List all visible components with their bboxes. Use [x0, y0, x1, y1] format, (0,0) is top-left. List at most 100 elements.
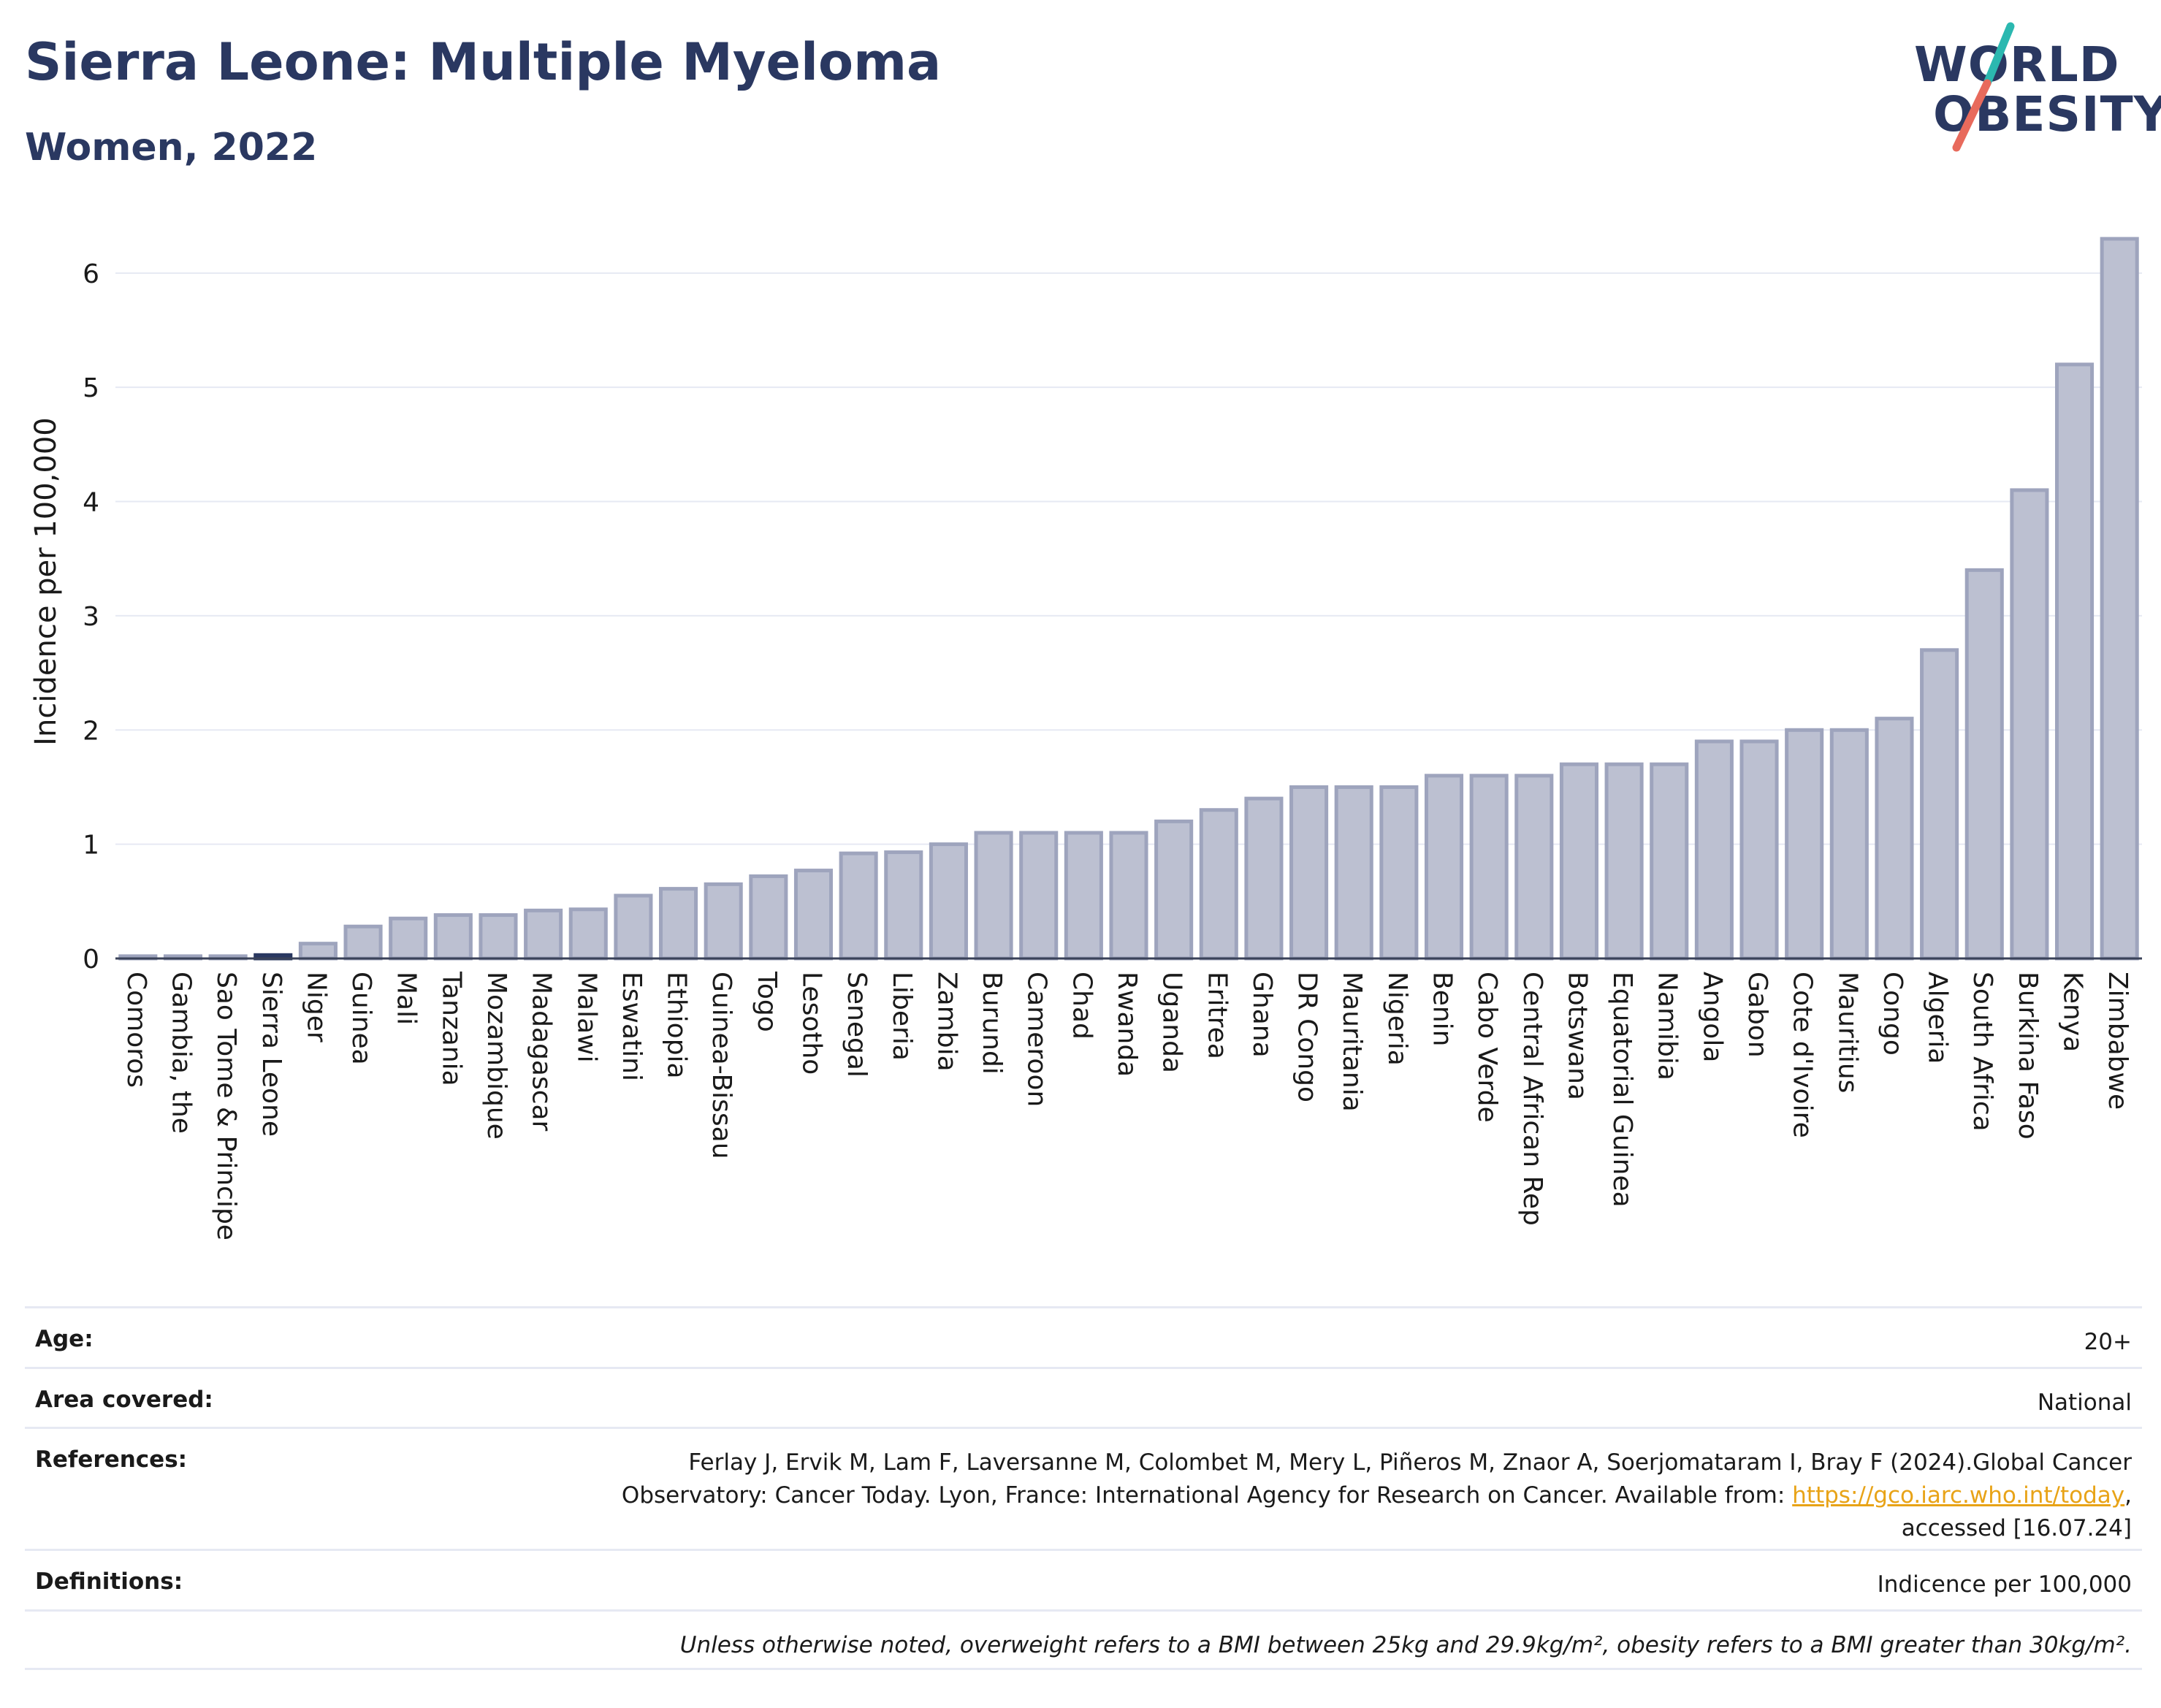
- x-tick-label: Mauritania: [1337, 972, 1367, 1112]
- references-line-3: accessed [16.07.24]: [1901, 1514, 2132, 1541]
- references-label: References:: [35, 1446, 188, 1473]
- x-tick-label: Sao Tome & Principe: [211, 972, 241, 1240]
- bar-zambia: [929, 842, 968, 961]
- bar-ethiopia: [659, 887, 698, 961]
- x-tick-label: Malawi: [571, 972, 601, 1063]
- x-tick-label: Nigeria: [1382, 972, 1412, 1066]
- x-tick-label: Ghana: [1247, 972, 1277, 1058]
- x-tick-label: Tanzania: [436, 971, 466, 1086]
- x-tick-label: South Africa: [1967, 972, 1997, 1132]
- bar-eswatini: [614, 893, 653, 961]
- bar-namibia: [1650, 762, 1689, 961]
- bar-cabo-verde: [1469, 774, 1509, 961]
- x-tick-label: Comoros: [121, 972, 151, 1088]
- bar-ghana: [1244, 796, 1284, 961]
- x-tick-label: Eswatini: [617, 972, 647, 1081]
- x-tick-label: Eritrea: [1202, 972, 1232, 1059]
- logo-slash-icon: [1952, 22, 2015, 152]
- x-axis-ticks: Comoros Gambia, the Sao Tome & Principe Sie…: [121, 971, 2133, 1240]
- bar-congo: [1875, 717, 1914, 961]
- references-line-2-end: ,: [2124, 1482, 2132, 1509]
- x-tick-label: Gambia, the: [166, 972, 196, 1134]
- x-tick-label: Burundi: [977, 972, 1007, 1075]
- chart-title: Sierra Leone: Multiple Myeloma: [25, 32, 942, 92]
- y-axis-ticks: 0 1 2 3 4 5 6: [83, 259, 99, 975]
- bar-malawi: [568, 907, 608, 961]
- x-tick-label: Mali: [392, 972, 422, 1025]
- x-tick-label: Algeria: [1923, 972, 1953, 1064]
- x-tick-label: Burkina Faso: [2013, 972, 2043, 1140]
- x-tick-label: Sierra Leone: [256, 972, 286, 1137]
- bar-burundi: [974, 831, 1013, 961]
- y-tick-label: 3: [83, 602, 99, 632]
- x-tick-label: Chad: [1067, 972, 1097, 1040]
- x-tick-label: Cabo Verde: [1472, 972, 1502, 1123]
- bar-tanzania: [433, 913, 473, 961]
- y-tick-label: 4: [83, 488, 99, 518]
- bar-togo: [749, 874, 788, 961]
- references-line-2: Observatory: Cancer Today. Lyon, France:…: [621, 1482, 1793, 1509]
- metadata-table: Age: 20+ Area covered: National Referenc…: [25, 1306, 2142, 1670]
- y-axis-label: Incidence per 100,000: [29, 417, 63, 746]
- bar-madagascar: [524, 908, 563, 961]
- bar-central-african-rep: [1514, 774, 1554, 961]
- meta-row-age: Age: 20+: [25, 1306, 2142, 1367]
- bar-niger: [298, 942, 338, 961]
- bar-chad: [1064, 831, 1103, 961]
- bar-burkina-faso: [2010, 488, 2049, 961]
- x-tick-label: Namibia: [1653, 972, 1682, 1080]
- bar-dr-congo: [1289, 785, 1329, 961]
- bar-senegal: [839, 851, 878, 961]
- bar-nigeria: [1379, 785, 1419, 961]
- x-tick-label: Mozambique: [481, 972, 511, 1140]
- bar-angola: [1694, 739, 1734, 961]
- x-tick-label: Rwanda: [1112, 972, 1142, 1077]
- y-tick-label: 6: [83, 259, 99, 289]
- bar-algeria: [1920, 648, 1959, 961]
- meta-row-note: Unless otherwise noted, overweight refer…: [25, 1609, 2142, 1670]
- logo-word-world: WORLD: [1914, 37, 2120, 93]
- bar-cameroon: [1019, 831, 1059, 961]
- bar-guinea: [343, 924, 383, 961]
- references-link[interactable]: https://gco.iarc.who.int/today: [1792, 1482, 2125, 1509]
- x-tick-label: DR Congo: [1292, 972, 1322, 1102]
- bar-chart: 0 1 2 3 4 5 6 Comoros Gambia, the Sao Tome & Pri…: [29, 237, 2142, 1240]
- bar-liberia: [884, 850, 923, 961]
- bar-zimbabwe: [2100, 237, 2139, 961]
- x-tick-label: Central African Rep: [1517, 972, 1547, 1226]
- bar-eritrea: [1199, 808, 1238, 961]
- x-tick-label: Guinea: [346, 972, 376, 1065]
- x-tick-label: Liberia: [887, 972, 917, 1061]
- bar-south-africa: [1964, 568, 2004, 961]
- bars: [118, 237, 2139, 961]
- x-tick-label: Benin: [1428, 972, 1457, 1046]
- age-label: Age:: [35, 1326, 94, 1352]
- bar-mali: [389, 916, 428, 961]
- bar-kenya: [2054, 362, 2095, 961]
- y-tick-label: 5: [83, 373, 99, 403]
- x-tick-label: Mauritius: [1832, 972, 1862, 1093]
- bar-benin: [1424, 774, 1464, 961]
- bar-guinea-bissau: [704, 882, 743, 961]
- x-tick-label: Ethiopia: [662, 972, 692, 1079]
- bar-botswana: [1559, 762, 1598, 961]
- bar-mozambique: [479, 913, 518, 961]
- definitions-value: Indicence per 100,000: [1877, 1571, 2132, 1598]
- bar-rwanda: [1109, 831, 1148, 961]
- x-tick-label: Botswana: [1562, 972, 1592, 1100]
- definitions-label: Definitions:: [35, 1568, 183, 1595]
- area-value: National: [2037, 1389, 2132, 1416]
- x-tick-label: Guinea-Bissau: [706, 972, 736, 1159]
- x-tick-label: Congo: [1878, 972, 1907, 1056]
- x-tick-label: Gabon: [1742, 972, 1772, 1058]
- meta-row-area: Area covered: National: [25, 1367, 2142, 1427]
- x-tick-label: Kenya: [2058, 972, 2088, 1052]
- age-value: 20+: [2084, 1329, 2132, 1355]
- area-label: Area covered:: [35, 1387, 213, 1413]
- x-tick-label: Madagascar: [527, 972, 557, 1132]
- x-tick-label: Equatorial Guinea: [1607, 972, 1637, 1208]
- meta-row-definitions: Definitions: Indicence per 100,000: [25, 1549, 2142, 1609]
- bar-equatorial-guinea: [1604, 762, 1644, 961]
- bar-gabon: [1739, 739, 1779, 961]
- x-tick-label: Niger: [301, 972, 331, 1042]
